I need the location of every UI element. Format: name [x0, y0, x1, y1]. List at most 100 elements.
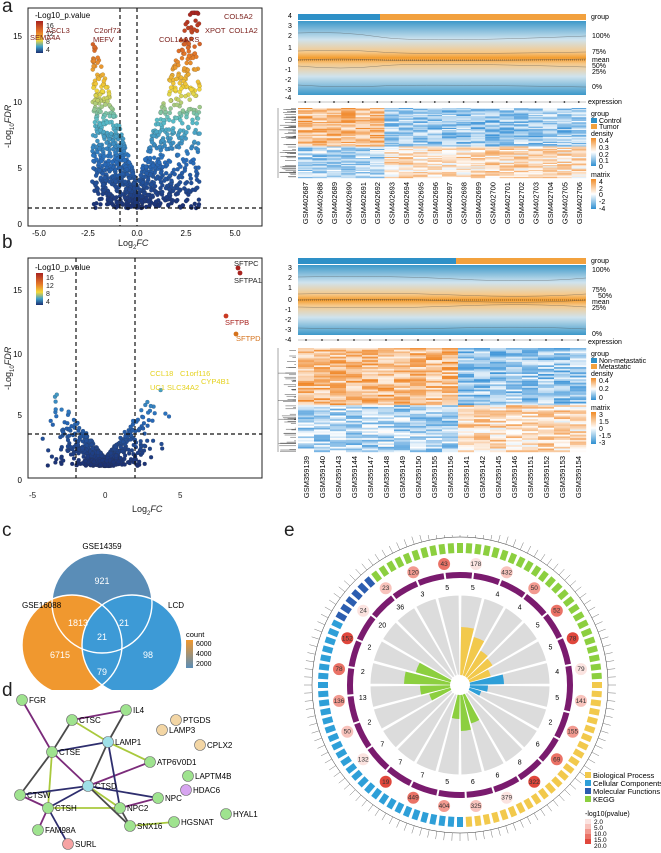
heatmap-cell	[554, 441, 571, 444]
heatmap-cell	[557, 160, 572, 162]
heatmap-cell	[378, 348, 395, 350]
heatmap-cell	[570, 370, 587, 373]
heatmap-b-group-label: group	[591, 258, 609, 265]
heatmap-cell	[538, 446, 555, 449]
heatmap-cell	[370, 109, 385, 111]
heatmap-cell	[456, 131, 471, 133]
circos-purple-ring	[347, 572, 573, 798]
circos-outer-segment	[340, 755, 352, 767]
volcano-b-point	[88, 462, 94, 467]
heatmap-cell	[384, 144, 399, 146]
heatmap-b-quantile: 50%	[598, 293, 612, 300]
heatmap-cell	[355, 147, 371, 150]
heatmap-cell	[571, 168, 587, 171]
volcano-a-point	[157, 144, 162, 150]
circos-pvalue-cell	[407, 566, 420, 579]
circos-outer-segment	[544, 782, 556, 794]
heatmap-cell	[442, 122, 457, 124]
heatmap-cell	[458, 424, 475, 427]
heatmap-cell	[370, 174, 385, 176]
volcano-a-point	[184, 130, 189, 135]
heatmap-cell	[570, 410, 587, 413]
heatmap-cell	[538, 401, 555, 404]
volcano-a-point	[178, 75, 184, 80]
heatmap-cell	[538, 424, 555, 427]
heatmap-cell	[427, 110, 443, 112]
heatmap-cell	[528, 127, 543, 130]
heatmap-cell	[522, 408, 539, 411]
panel-letter-e: e	[284, 520, 295, 541]
heatmap-cell	[485, 133, 500, 136]
venn-count-top: 921	[94, 576, 109, 586]
heatmap-cell	[330, 396, 347, 399]
circos-pvalue-title: -log10(pvalue)	[585, 811, 630, 818]
heatmap-cell	[330, 436, 347, 439]
volcano-a-point	[195, 116, 201, 121]
heatmap-cell	[298, 174, 313, 176]
heatmap-cell	[542, 165, 558, 167]
volcano-b-point	[66, 409, 71, 414]
circos-tick	[427, 829, 430, 838]
circos-outer-segment	[402, 805, 413, 818]
volcano-b-point	[95, 450, 101, 455]
heatmap-cell	[522, 443, 539, 446]
heatmap-cell	[528, 109, 543, 111]
circos-outer-segment	[327, 732, 340, 743]
circos-outer-segment	[351, 769, 363, 781]
heatmap-cell	[312, 174, 327, 176]
heatmap-cell	[346, 424, 363, 427]
heatmap-cell	[528, 116, 543, 118]
heatmap-cell	[442, 130, 457, 132]
heatmap-cell	[384, 173, 399, 175]
heatmap-cell	[346, 413, 363, 416]
heatmap-cell	[330, 441, 347, 444]
heatmap-cell	[314, 387, 331, 390]
heatmap-cell	[330, 450, 347, 453]
heatmap-cell	[542, 127, 558, 130]
heatmap-cell	[557, 175, 572, 178]
volcano-a-point	[114, 160, 119, 165]
circos-tick	[584, 599, 591, 605]
heatmap-cell	[298, 160, 313, 162]
heatmap-cell	[474, 396, 491, 399]
heatmap-cell	[312, 120, 327, 123]
heatmap-cell	[298, 450, 315, 453]
heatmap-cell	[506, 400, 523, 402]
volcano-a-point	[178, 174, 183, 179]
heatmap-cell	[554, 391, 571, 394]
volcano-a-point	[178, 100, 184, 105]
heatmap-cell	[522, 377, 539, 380]
heatmap-cell	[458, 391, 475, 394]
heatmap-a-legend-matrix-tick: -2	[599, 199, 605, 206]
heatmap-cell	[355, 134, 371, 137]
venn-set-label: LCD	[168, 601, 184, 610]
heatmap-cell	[485, 152, 500, 154]
heatmap-cell	[506, 438, 523, 441]
heatmap-cell	[362, 360, 379, 363]
heatmap-cell	[474, 439, 491, 442]
volcano-a-point	[183, 94, 188, 99]
heatmap-cell	[346, 387, 363, 390]
circos-outer-segment	[515, 556, 526, 568]
heatmap-cell	[485, 171, 500, 173]
volcano-a-point	[196, 165, 201, 170]
network-node-label: SURL	[75, 840, 97, 849]
heatmap-cell	[456, 146, 471, 148]
heatmap-cell	[298, 356, 315, 359]
circos-tick	[368, 558, 374, 566]
heatmap-cell	[410, 441, 427, 444]
circos-tick	[606, 660, 615, 663]
circos-legend-swatch	[585, 788, 591, 794]
heatmap-cell	[312, 166, 327, 168]
heatmap-sample-label: GSM402695	[416, 182, 425, 224]
circos-bar	[460, 694, 472, 731]
heatmap-cell	[298, 164, 313, 166]
heatmap-cell	[326, 117, 342, 119]
heatmap-cell	[522, 367, 539, 369]
heatmap-cell	[330, 432, 347, 435]
volcano-a-point	[102, 162, 108, 167]
heatmap-cell	[355, 119, 371, 122]
heatmap-cell	[490, 379, 507, 382]
heatmap-cell	[570, 403, 587, 406]
heatmap-cell	[314, 393, 331, 395]
